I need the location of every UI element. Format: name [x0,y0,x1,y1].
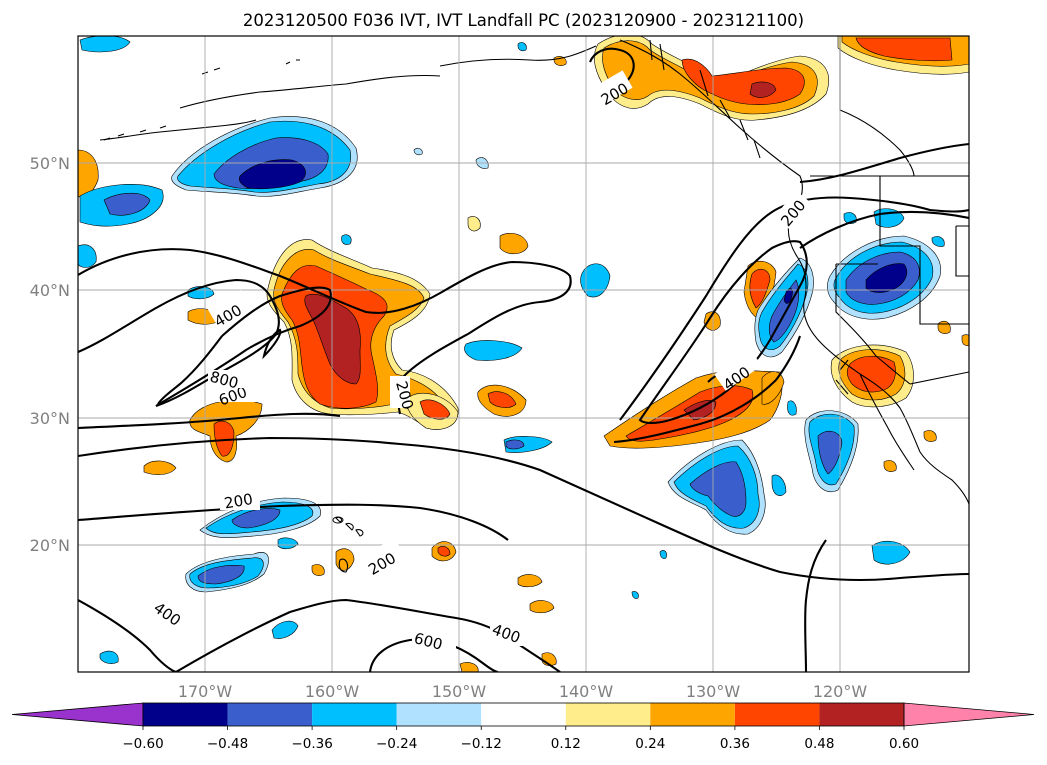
colorbar-segment [396,703,482,726]
colorbar-tick-label: −0.60 [122,736,163,752]
colorbar-segment [143,703,228,726]
map-frame [77,35,970,673]
colorbar-segment [312,703,397,726]
contour-label-200-west: 200 [223,490,254,513]
lat-label-20n: 20°N [30,536,70,555]
colorbar-tick-label: −0.36 [291,736,332,752]
colorbar-segment [227,703,313,726]
lat-label-50n: 50°N [30,154,70,173]
lon-label-150w: 150°W [432,682,487,701]
colorbar-segment [481,703,566,726]
colorbar-segment [650,703,735,726]
colorbar-tick-label: −0.24 [376,736,417,752]
colorbar-tick-label: −0.12 [461,736,502,752]
lon-label-130w: 130°W [686,682,741,701]
lat-label-40n: 40°N [30,281,70,300]
colorbar-extend-high [903,702,1035,727]
colorbar-tick-label: 0.12 [551,736,581,752]
graticule [78,36,969,672]
lon-label-120w: 120°W [813,682,868,701]
colorbar-tick-label: 0.48 [804,736,834,752]
lon-label-160w: 160°W [305,682,360,701]
lon-label-170w: 170°W [178,682,233,701]
colorbar-segment [565,703,651,726]
colorbar: −0.60 −0.48 −0.36 −0.24 −0.12 0.12 0.24 0.36 0.4… [11,702,1035,752]
negative-pc-shading [78,36,945,664]
markers [332,516,344,524]
lon-label-140w: 140°W [559,682,614,701]
lat-axis-labels: 20°N 30°N 40°N 50°N [30,154,70,555]
colorbar-segment [734,703,820,726]
map-title: 2023120500 F036 IVT, IVT Landfall PC (20… [242,11,805,30]
colorbar-tick-label: 0.60 [889,736,919,752]
coastlines [99,36,969,505]
colorbar-tick-label: 0.24 [635,736,665,752]
map-area: 200 200 200 200 200 400 400 400 400 600 … [78,36,969,672]
colorbar-tick-label: −0.48 [207,736,248,752]
lon-axis-labels: 170°W 160°W 150°W 140°W 130°W 120°W [178,682,868,701]
colorbar-extend-low [11,702,144,727]
colorbar-frame [142,702,905,727]
colorbar-tick-label: 0.36 [720,736,750,752]
colorbar-segment [819,703,904,726]
lat-label-30n: 30°N [30,409,70,428]
